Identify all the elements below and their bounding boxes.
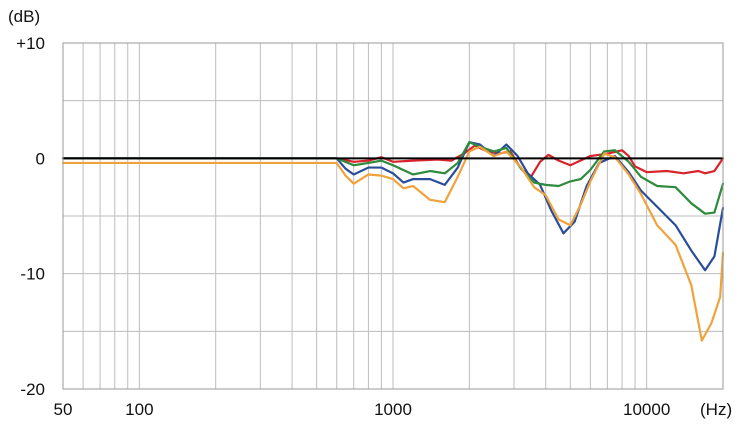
- x-tick-label: 50: [54, 400, 73, 419]
- y-tick-label: -10: [20, 265, 45, 284]
- plot-frame: [62, 42, 724, 390]
- x-tick-label: 1000: [374, 400, 412, 419]
- y-tick-label: 0: [36, 149, 45, 168]
- x-unit-label: (Hz): [700, 400, 732, 419]
- x-tick-label: 100: [125, 400, 153, 419]
- series-line-2: [61, 141, 725, 272]
- grid: [63, 43, 723, 389]
- axis-labels: (dB) (Hz) +10 0 -10 -20 50 100 1000 10000: [8, 7, 732, 419]
- series-line-4: [61, 145, 725, 342]
- y-tick-label: +10: [16, 34, 45, 53]
- x-tick-label: 10000: [623, 400, 670, 419]
- y-tick-label: -20: [20, 380, 45, 399]
- plot-border: [62, 42, 724, 390]
- y-unit-label: (dB): [8, 7, 40, 26]
